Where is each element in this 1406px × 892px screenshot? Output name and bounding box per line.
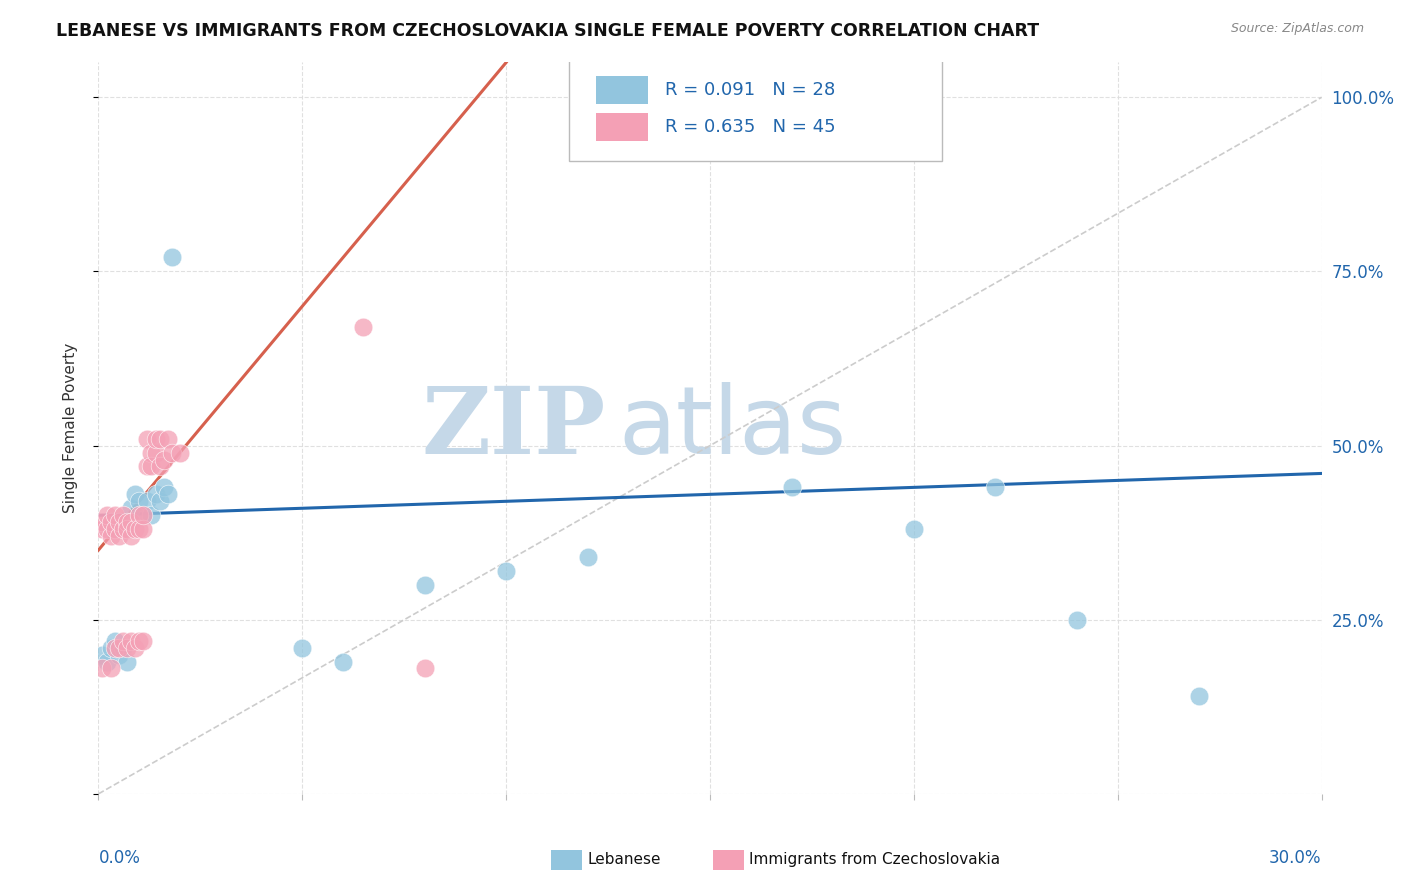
Point	[1066, 613, 1088, 627]
Text: R = 0.635   N = 45: R = 0.635 N = 45	[665, 118, 835, 136]
Point	[115, 522, 138, 536]
Point	[780, 480, 803, 494]
Text: atlas: atlas	[619, 382, 846, 475]
Point	[160, 445, 183, 459]
Point	[108, 648, 131, 662]
Point	[100, 515, 122, 529]
Point	[128, 508, 150, 523]
Point	[111, 522, 134, 536]
Point	[108, 515, 131, 529]
Point	[1188, 690, 1211, 704]
Point	[120, 633, 142, 648]
Point	[141, 508, 163, 523]
Text: LEBANESE VS IMMIGRANTS FROM CZECHOSLOVAKIA SINGLE FEMALE POVERTY CORRELATION CHA: LEBANESE VS IMMIGRANTS FROM CZECHOSLOVAK…	[56, 22, 1039, 40]
Point	[91, 661, 114, 675]
Point	[104, 633, 127, 648]
Point	[903, 522, 925, 536]
Text: 30.0%: 30.0%	[1270, 849, 1322, 867]
Point	[111, 633, 134, 648]
Point	[108, 529, 131, 543]
Point	[111, 640, 134, 655]
Point	[104, 522, 127, 536]
Point	[111, 508, 134, 523]
Text: ZIP: ZIP	[422, 384, 606, 473]
Point	[100, 661, 122, 675]
Point	[120, 515, 142, 529]
Text: Lebanese: Lebanese	[588, 853, 661, 867]
Point	[132, 508, 155, 523]
Text: Source: ZipAtlas.com: Source: ZipAtlas.com	[1230, 22, 1364, 36]
Point	[413, 661, 436, 675]
FancyBboxPatch shape	[596, 113, 648, 141]
Point	[576, 549, 599, 564]
Point	[136, 432, 159, 446]
Point	[145, 445, 167, 459]
Point	[115, 640, 138, 655]
Point	[132, 508, 155, 523]
Point	[91, 515, 114, 529]
Point	[141, 445, 163, 459]
Point	[91, 522, 114, 536]
Point	[495, 564, 517, 578]
FancyBboxPatch shape	[569, 55, 942, 161]
Point	[136, 459, 159, 474]
Point	[124, 522, 146, 536]
Point	[115, 655, 138, 669]
Point	[136, 494, 159, 508]
Point	[169, 445, 191, 459]
Point	[149, 494, 172, 508]
Point	[104, 640, 127, 655]
Point	[96, 655, 118, 669]
Point	[413, 578, 436, 592]
Text: R = 0.091   N = 28: R = 0.091 N = 28	[665, 81, 835, 99]
Point	[100, 640, 122, 655]
Point	[108, 640, 131, 655]
Point	[128, 494, 150, 508]
Point	[149, 459, 172, 474]
FancyBboxPatch shape	[596, 77, 648, 104]
Point	[124, 487, 146, 501]
Point	[100, 529, 122, 543]
Point	[332, 655, 354, 669]
Y-axis label: Single Female Poverty: Single Female Poverty	[63, 343, 77, 513]
Point	[128, 633, 150, 648]
Point	[96, 522, 118, 536]
Point	[291, 640, 314, 655]
Point	[152, 452, 174, 467]
Point	[128, 522, 150, 536]
Point	[156, 432, 179, 446]
Point	[145, 432, 167, 446]
Point	[120, 529, 142, 543]
Point	[91, 648, 114, 662]
Point	[160, 251, 183, 265]
Point	[149, 432, 172, 446]
Point	[152, 480, 174, 494]
Point	[145, 487, 167, 501]
Point	[141, 459, 163, 474]
Point	[132, 633, 155, 648]
Point	[352, 320, 374, 334]
Point	[120, 501, 142, 516]
Point	[124, 640, 146, 655]
Point	[984, 480, 1007, 494]
Point	[156, 487, 179, 501]
Text: Immigrants from Czechoslovakia: Immigrants from Czechoslovakia	[749, 853, 1001, 867]
Point	[115, 515, 138, 529]
Text: 0.0%: 0.0%	[98, 849, 141, 867]
Point	[104, 508, 127, 523]
Point	[96, 508, 118, 523]
Point	[132, 522, 155, 536]
